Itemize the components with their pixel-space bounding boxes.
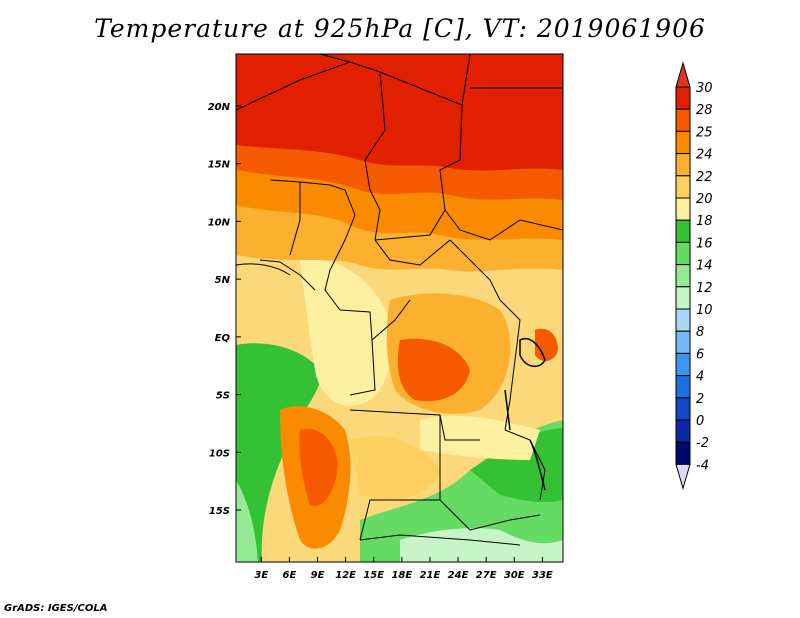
colorbar-label: -4: [696, 458, 709, 473]
lon-label: 27E: [476, 570, 497, 581]
lat-label: 15S: [209, 506, 230, 517]
map-frame: [235, 53, 564, 563]
temperature-field: [236, 54, 563, 562]
lon-label: 33E: [532, 570, 553, 581]
colorbar-box: [675, 441, 691, 465]
lat-label: 15N: [208, 160, 231, 171]
colorbar-box: [675, 86, 691, 110]
colorbar-label: 22: [696, 170, 713, 185]
colorbar-bottom-arrow: [675, 463, 691, 491]
colorbar-label: 16: [696, 236, 713, 251]
lat-label: 10N: [208, 217, 231, 228]
chart-title: Temperature at 925hPa [C], VT: 201906190…: [94, 14, 706, 43]
country-borders: [236, 54, 563, 546]
lat-label: 20N: [208, 102, 231, 113]
lon-label: 15E: [363, 570, 384, 581]
colorbar-label: 30: [696, 81, 713, 96]
colorbar-label: 0: [696, 414, 704, 429]
colorbar-box: [675, 397, 691, 421]
grads-credit: GrADS: IGES/COLA: [4, 603, 108, 614]
field-green-southwest: [236, 343, 321, 562]
field-darkorange-congo: [397, 338, 470, 402]
field-red-north: [236, 54, 563, 171]
lat-label: 10S: [209, 448, 230, 459]
colorbar-label: 2: [696, 392, 704, 407]
field-lightgreen-coast: [236, 480, 258, 562]
lat-label: 5N: [215, 275, 231, 286]
field-paleyellow-center: [300, 259, 393, 406]
lat-label: EQ: [215, 333, 231, 344]
colorbar-box: [675, 308, 691, 332]
colorbar-label: 10: [696, 303, 713, 318]
field-orange-angola-inner: [299, 429, 338, 506]
colorbar-label: 25: [696, 125, 713, 140]
colorbar-label: 6: [696, 347, 704, 362]
colorbar-box: [675, 375, 691, 399]
colorbar-label: -2: [696, 436, 709, 451]
field-yellow-angola: [350, 436, 440, 500]
colorbar-label: 28: [696, 103, 713, 118]
lon-label: 30E: [504, 570, 525, 581]
colorbar-box: [675, 330, 691, 354]
colorbar-box: [675, 352, 691, 377]
colorbar-box: [675, 241, 691, 266]
colorbar-label: 8: [696, 325, 704, 340]
colorbar-label: 14: [696, 259, 713, 274]
colorbar-box: [675, 197, 691, 221]
lon-label: 12E: [335, 570, 356, 581]
field-red-patch-east: [535, 328, 558, 362]
lakes: [504, 338, 546, 491]
colorbar-box: [675, 286, 691, 310]
colorbar-label: 18: [696, 214, 713, 229]
latitude-axis: 20N 15N 10N 5N EQ 5S 10S 15S: [208, 102, 241, 517]
colorbar-box: [675, 130, 691, 155]
colorbar-box: [675, 175, 691, 199]
lat-label: 5S: [216, 391, 230, 402]
colorbar-box: [675, 264, 691, 288]
lon-label: 24E: [448, 570, 469, 581]
colorbar-top-arrow: [675, 61, 691, 88]
colorbar-label: 4: [696, 370, 704, 385]
colorbar-box: [675, 219, 691, 243]
lon-label: 9E: [311, 570, 325, 581]
lon-label: 18E: [391, 570, 412, 581]
longitude-axis: 3E 6E 9E 12E 15E 18E 21E 24E 27E 30E 33E: [254, 557, 553, 581]
lon-label: 3E: [254, 570, 268, 581]
colorbar-box: [675, 153, 691, 177]
colorbar-box: [675, 419, 691, 443]
lon-label: 21E: [420, 570, 441, 581]
colorbar-box: [675, 108, 691, 132]
lon-label: 6E: [283, 570, 297, 581]
field-lightgreen-south: [400, 528, 563, 562]
colorbar-label: 24: [696, 148, 713, 163]
colorbar-label: 12: [696, 281, 713, 296]
colorbar-label: 20: [696, 192, 713, 207]
field-darkgreen-southeast: [470, 428, 563, 503]
